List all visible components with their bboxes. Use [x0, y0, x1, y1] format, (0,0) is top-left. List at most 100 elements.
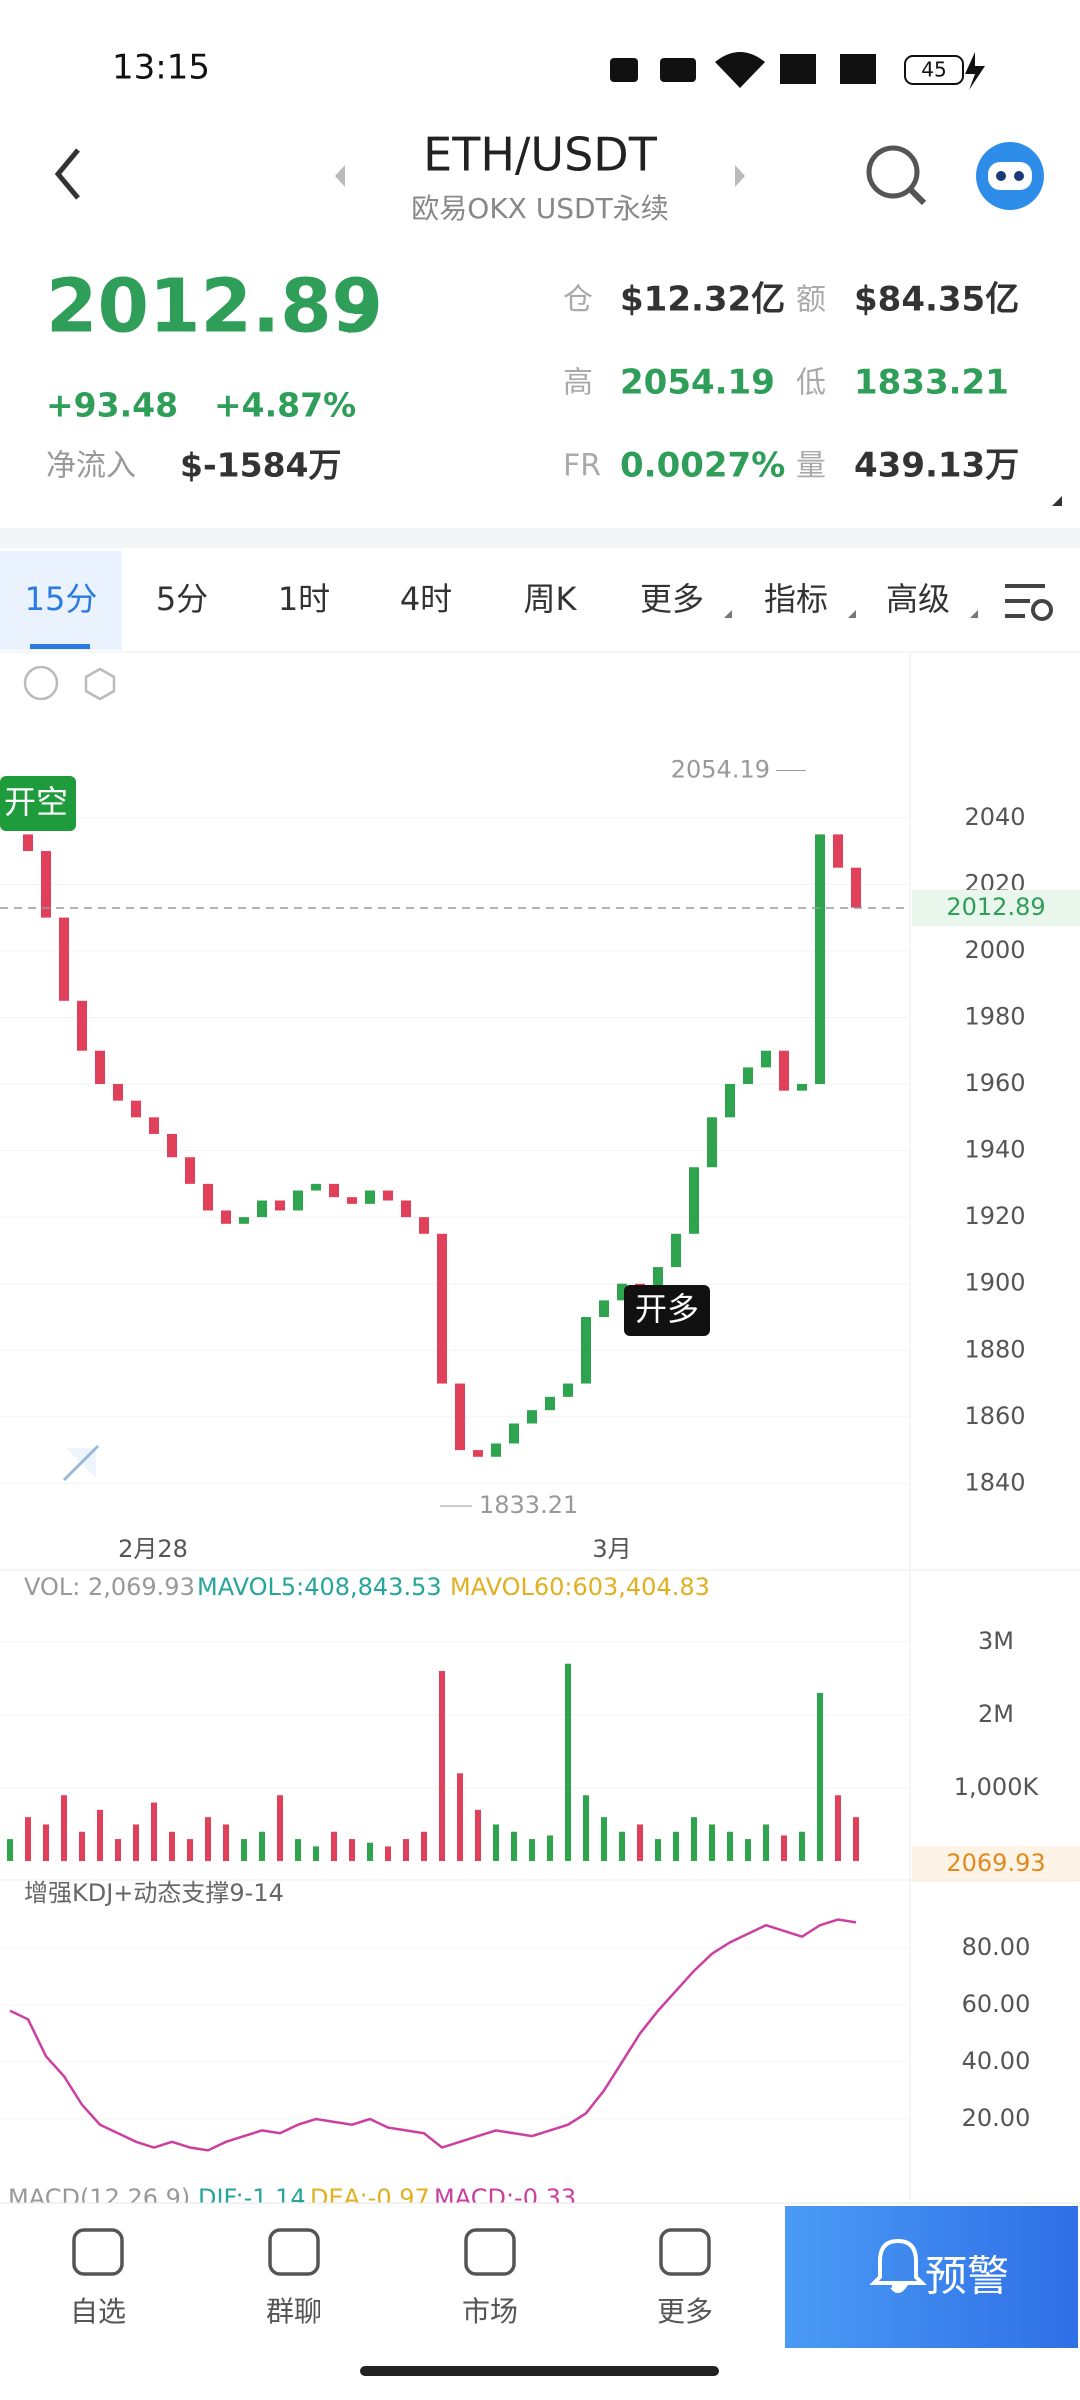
y-tick-label: 1900: [964, 1269, 1025, 1297]
signal-long: 开多: [635, 1290, 699, 1328]
date-label: 2月28: [118, 1535, 188, 1563]
tab[interactable]: 周K: [524, 580, 578, 618]
candle: [743, 1067, 753, 1085]
candle: [419, 1217, 429, 1234]
nav-icon[interactable]: [659, 2228, 711, 2276]
candle: [131, 1100, 141, 1118]
y-tick-label: 1940: [964, 1136, 1025, 1164]
status-icons: [610, 52, 876, 88]
collapse-icon[interactable]: [23, 665, 59, 701]
date-label: 3月: [592, 1535, 631, 1563]
y-tick-label: 2M: [978, 1700, 1014, 1728]
search-button[interactable]: [866, 145, 927, 206]
tab[interactable]: 指标: [764, 580, 828, 618]
prev-arrow[interactable]: [335, 165, 345, 187]
stat-label: 高: [563, 366, 593, 401]
candle: [203, 1183, 213, 1211]
candle: [275, 1200, 285, 1211]
tab-caret: [724, 610, 732, 618]
vol-current-tag: [912, 1846, 1080, 1882]
net-inflow-label: 净流入: [46, 449, 136, 484]
y-tick-label: 1880: [964, 1335, 1025, 1363]
tab[interactable]: 4时: [400, 580, 452, 618]
signal-long-bg: [624, 1285, 710, 1336]
settings-hex-icon[interactable]: [84, 667, 116, 701]
candle: [779, 1050, 789, 1091]
nav-icon[interactable]: [268, 2228, 320, 2276]
volume-bar: [763, 1824, 769, 1861]
nav-label[interactable]: 群聊: [266, 2295, 322, 2328]
next-arrow[interactable]: [735, 165, 745, 187]
volume-bar: [331, 1831, 337, 1861]
tab[interactable]: 15分: [25, 580, 98, 618]
tab-underline: [30, 644, 90, 649]
high-label: 2054.19: [671, 756, 770, 784]
candle: [725, 1084, 735, 1118]
alert-button[interactable]: [785, 2206, 1078, 2348]
up-arrow: [346, 310, 370, 334]
candle: [689, 1167, 699, 1234]
volume-bar: [655, 1839, 661, 1861]
nav-label[interactable]: 更多: [657, 2295, 713, 2328]
volume-bar: [187, 1839, 193, 1861]
avatar[interactable]: [976, 142, 1044, 210]
change-pct: +4.87%: [214, 386, 356, 425]
nav-icon[interactable]: [464, 2228, 516, 2276]
charging-icon: [965, 52, 985, 90]
candle: [671, 1233, 681, 1268]
kdj-k-line: [9, 1918, 857, 2152]
candle: [185, 1157, 195, 1184]
candle: [761, 1050, 771, 1068]
volume-bar: [403, 1839, 409, 1861]
candle: [113, 1084, 123, 1101]
candle: [257, 1200, 267, 1218]
current-price-label: 2012.89: [946, 893, 1045, 921]
stat-label: 额: [796, 283, 826, 318]
back-button[interactable]: [54, 148, 80, 200]
volume-bar: [61, 1795, 67, 1861]
volume-bar: [151, 1802, 157, 1861]
stat-value: 1833.21: [854, 363, 1009, 403]
candle: [527, 1410, 537, 1424]
candle: [491, 1443, 501, 1457]
volume-bar: [295, 1839, 301, 1861]
home-indicator: [360, 2366, 719, 2376]
volume-bar: [691, 1817, 697, 1861]
volume-bar: [79, 1831, 85, 1861]
stat-value: 0.0027%: [620, 446, 785, 486]
settings-icon[interactable]: [1005, 584, 1053, 621]
tab[interactable]: 更多: [640, 580, 704, 618]
y-tick-label: 2000: [964, 936, 1025, 964]
y-tick-label: 1860: [964, 1402, 1025, 1430]
y-tick-label: 1980: [964, 1002, 1025, 1030]
volume-bar: [583, 1795, 589, 1861]
tab[interactable]: 高级: [886, 580, 950, 618]
volume-bar: [25, 1817, 31, 1861]
bell-icon: [869, 2238, 927, 2293]
pair-subtitle: 欧易OKX USDT永续: [411, 192, 668, 225]
volume-bar: [43, 1824, 49, 1861]
nav-icon[interactable]: [72, 2228, 124, 2276]
volume-bar: [421, 1831, 427, 1861]
volume-bar: [115, 1839, 121, 1861]
tab[interactable]: 5分: [156, 580, 208, 618]
y-tick-label: 1920: [964, 1202, 1025, 1230]
stat-value: $12.32亿: [620, 280, 785, 320]
mavol60-label: MAVOL60:603,404.83: [450, 1573, 710, 1601]
mavol5-label: MAVOL5:408,843.53: [197, 1573, 442, 1601]
volume-bar: [277, 1795, 283, 1861]
expand-icon[interactable]: [62, 1444, 100, 1482]
change: +93.48: [46, 386, 178, 425]
candle: [311, 1183, 321, 1191]
alert-label: 预警: [925, 2252, 1009, 2301]
nav-label[interactable]: 市场: [462, 2295, 518, 2328]
low-label: 1833.21: [479, 1491, 578, 1519]
candle: [95, 1050, 105, 1085]
volume-bar: [241, 1839, 247, 1861]
nav-label[interactable]: 自选: [70, 2295, 126, 2328]
candle: [347, 1197, 357, 1204]
candle: [59, 917, 69, 1001]
tab[interactable]: 1时: [278, 580, 330, 618]
volume-bar: [511, 1831, 517, 1861]
